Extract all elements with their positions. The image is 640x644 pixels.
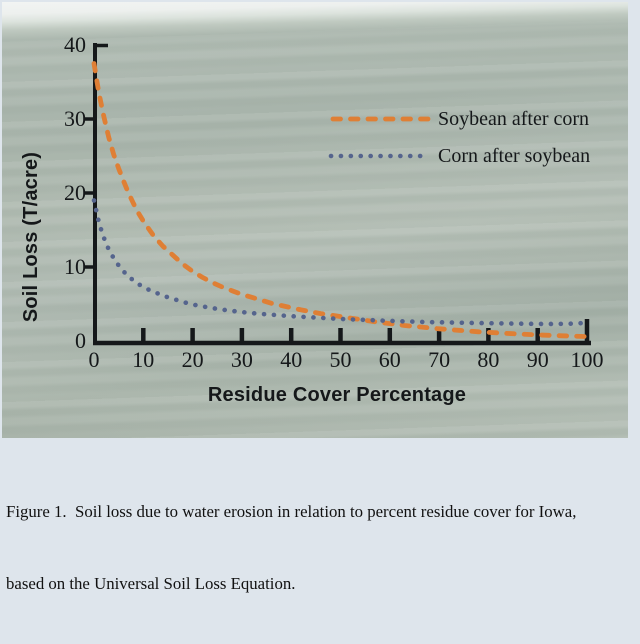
caption-line-1: Figure 1. Soil loss due to water erosion… <box>6 502 577 521</box>
figure-panel: Soil Loss (T/acre) Residue Cover Percent… <box>2 2 628 593</box>
y-tick-label-0: 0 <box>75 328 86 353</box>
legend-label-soybean-after-corn: Soybean after corn <box>438 108 590 130</box>
x-tick-label-0: 0 <box>88 347 100 372</box>
y-tick-label-10: 10 <box>64 254 86 279</box>
y-tick-label-30: 30 <box>64 106 86 131</box>
series-curve-1 <box>91 198 590 327</box>
x-tick-label-10: 10 <box>132 347 155 372</box>
legend-label-corn-after-soybean: Corn after soybean <box>438 145 591 167</box>
x-tick-label-80: 80 <box>477 347 500 372</box>
x-axis-title: Residue Cover Percentage <box>207 384 467 406</box>
figure-caption: Figure 1. Soil loss due to water erosion… <box>6 452 636 644</box>
y-tick-label-20: 20 <box>64 180 86 205</box>
series-curve-0 <box>91 61 590 339</box>
x-tick-label-60: 60 <box>378 347 401 372</box>
soil-loss-chart <box>84 43 591 346</box>
x-tick-label-20: 20 <box>181 347 204 372</box>
x-tick-label-100: 100 <box>570 347 604 372</box>
x-tick-label-30: 30 <box>230 347 253 372</box>
y-tick-label-40: 40 <box>64 32 86 57</box>
x-tick-label-90: 90 <box>526 347 549 372</box>
x-tick-label-50: 50 <box>329 347 352 372</box>
caption-line-2: based on the Universal Soil Loss Equatio… <box>6 574 296 593</box>
x-tick-label-70: 70 <box>428 347 451 372</box>
x-tick-label-40: 40 <box>280 347 303 372</box>
chart-background-photo <box>2 2 628 438</box>
y-axis-title: Soil Loss (T/acre) <box>20 151 42 323</box>
